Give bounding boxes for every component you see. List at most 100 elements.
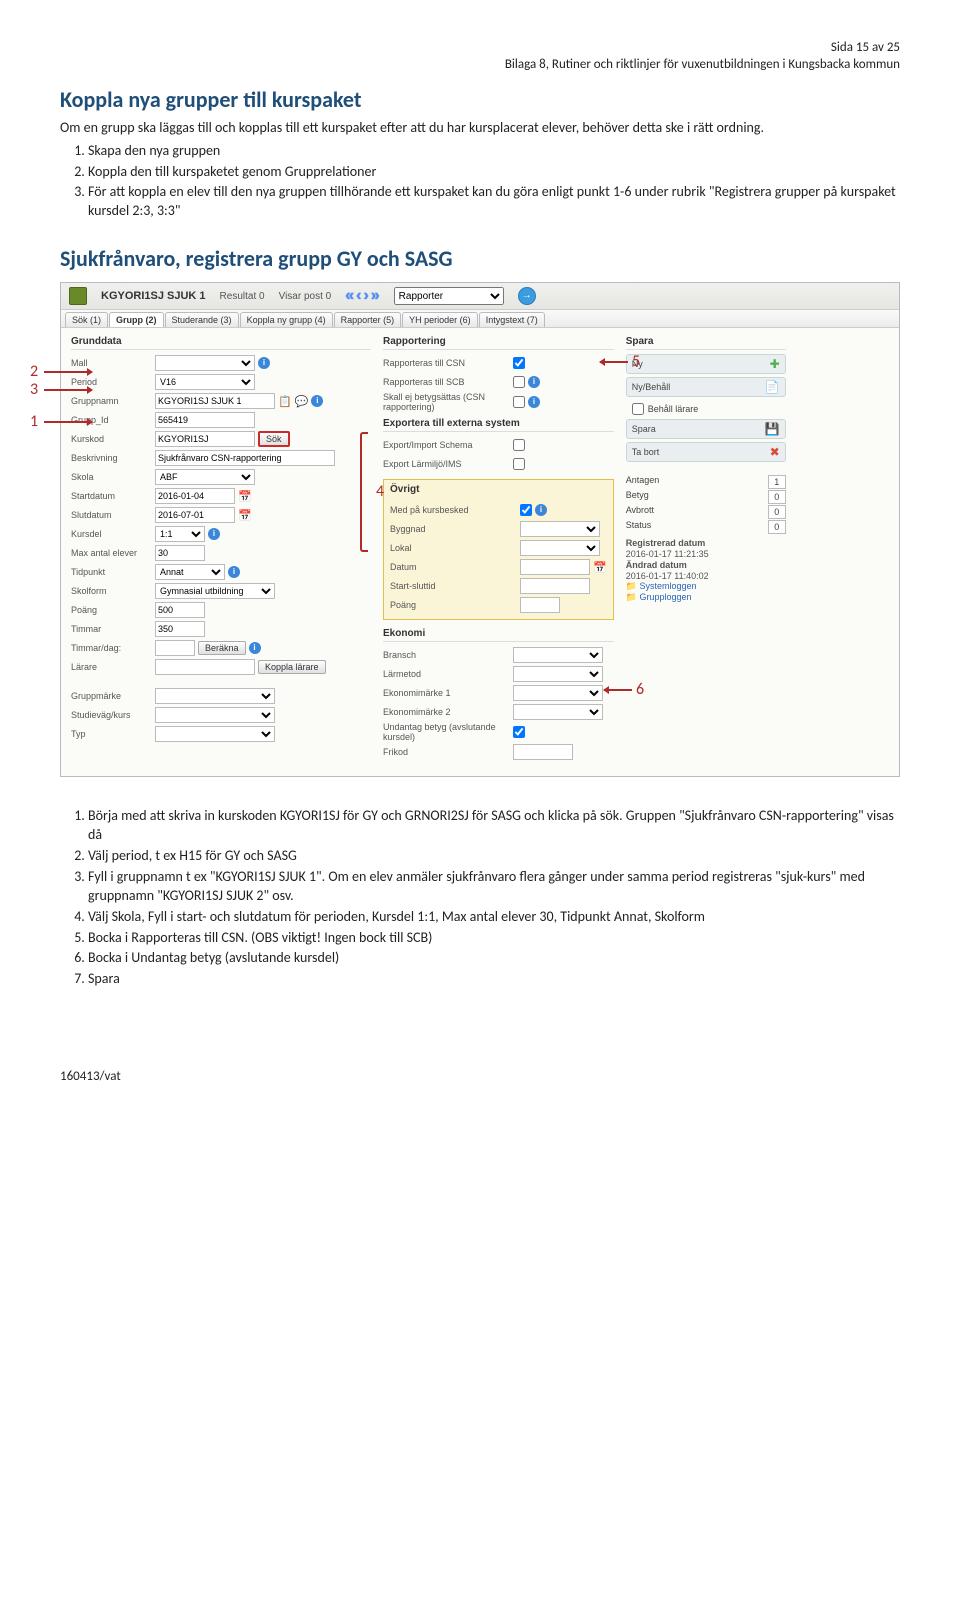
first-icon[interactable]: « <box>345 287 354 305</box>
info-icon[interactable]: i <box>228 566 240 578</box>
note-icon[interactable]: 💬 <box>295 395 309 408</box>
list-item: Bocka i Rapporteras till CSN. (OBS vikti… <box>88 929 900 948</box>
byg-label: Byggnad <box>390 524 520 534</box>
tab[interactable]: Koppla ny grupp (4) <box>240 312 333 327</box>
rapp-heading: Rapportering <box>383 336 614 350</box>
lok-select[interactable] <box>520 540 600 556</box>
calendar-icon[interactable]: 📅 <box>238 490 252 503</box>
page-number: Sida 15 av 25 <box>60 40 900 57</box>
timdag-input[interactable] <box>155 640 195 656</box>
list-item: Koppla den till kurspaketet genom Gruppr… <box>88 163 900 182</box>
tabort-button[interactable]: Ta bort✖ <box>626 442 786 462</box>
info-icon[interactable]: i <box>535 504 547 516</box>
tab[interactable]: Grupp (2) <box>109 312 164 327</box>
ekm1-select[interactable] <box>513 685 603 701</box>
ekm2-select[interactable] <box>513 704 603 720</box>
larm-select[interactable] <box>513 666 603 682</box>
annot-3: 3 <box>30 380 38 399</box>
koppla-larare-button[interactable]: Koppla lärare <box>258 660 326 674</box>
tab[interactable]: Intygstext (7) <box>479 312 545 327</box>
poang2-input[interactable] <box>520 597 560 613</box>
gruppnamn-label: Gruppnamn <box>71 396 155 406</box>
behall-checkbox[interactable] <box>632 403 644 415</box>
tab[interactable]: Studerande (3) <box>165 312 239 327</box>
ssl-input[interactable] <box>520 578 590 594</box>
arrow-1 <box>44 421 92 423</box>
slut-input[interactable] <box>155 507 235 523</box>
go-button[interactable]: → <box>518 287 536 305</box>
grunddata-heading: Grunddata <box>71 336 371 350</box>
prev-icon[interactable]: ‹ <box>356 287 361 305</box>
grpm-label: Gruppmärke <box>71 691 155 701</box>
info-icon[interactable]: i <box>528 396 540 408</box>
pager-arrows[interactable]: « ‹ › » <box>345 287 379 305</box>
tidp-select[interactable]: Annat <box>155 564 225 580</box>
typ-select[interactable] <box>155 726 275 742</box>
skolf-label: Skolform <box>71 586 155 596</box>
period-select[interactable]: V16 <box>155 374 255 390</box>
ordered-list-1: Skapa den nya gruppen Koppla den till kur… <box>60 142 900 222</box>
und-checkbox[interactable] <box>513 726 525 738</box>
grpm-select[interactable] <box>155 688 275 704</box>
ext-heading: Exportera till externa system <box>383 418 614 432</box>
berakna-button[interactable]: Beräkna <box>198 641 246 655</box>
ant-label: Antagen <box>626 475 660 489</box>
nybehall-button[interactable]: Ny/Behåll📄 <box>626 377 786 397</box>
kursdel-select[interactable]: 1:1 <box>155 526 205 542</box>
list-item: Skapa den nya gruppen <box>88 142 900 161</box>
skall-checkbox[interactable] <box>513 396 525 408</box>
byg-select[interactable] <box>520 521 600 537</box>
beskr-label: Beskrivning <box>71 453 155 463</box>
skola-select[interactable]: ABF <box>155 469 255 485</box>
bransch-select[interactable] <box>513 647 603 663</box>
dat-input[interactable] <box>520 559 590 575</box>
skolf-select[interactable]: Gymnasial utbildning <box>155 583 275 599</box>
tab[interactable]: Sök (1) <box>65 312 108 327</box>
info-icon[interactable]: i <box>208 528 220 540</box>
beskr-input[interactable] <box>155 450 335 466</box>
ny-button[interactable]: Ny✚ <box>626 354 786 374</box>
result-count: Resultat 0 <box>220 291 265 302</box>
scb-checkbox[interactable] <box>513 376 525 388</box>
next-icon[interactable]: › <box>363 287 368 305</box>
heading-koppla: Koppla nya grupper till kurspaket <box>60 86 900 113</box>
ordered-list-2: Börja med att skriva in kurskoden KGYORI… <box>60 807 900 989</box>
rapporter-select[interactable]: Rapporter <box>394 287 504 305</box>
sok-button[interactable]: Sök <box>258 431 290 447</box>
studie-select[interactable] <box>155 707 275 723</box>
list-item: Spara <box>88 970 900 989</box>
slut-label: Slutdatum <box>71 510 155 520</box>
tab[interactable]: Rapporter (5) <box>334 312 402 327</box>
poang-input[interactable] <box>155 602 205 618</box>
calendar-icon[interactable]: 📅 <box>238 509 252 522</box>
mall-select[interactable] <box>155 355 255 371</box>
ovrigt-heading: Övrigt <box>390 484 607 497</box>
spara-button[interactable]: Spara💾 <box>626 419 786 439</box>
info-icon[interactable]: i <box>258 357 270 369</box>
timmar-input[interactable] <box>155 621 205 637</box>
med-checkbox[interactable] <box>520 504 532 516</box>
gruppid-input[interactable] <box>155 412 255 428</box>
larare-input[interactable] <box>155 659 255 675</box>
gruppnamn-input[interactable] <box>155 393 275 409</box>
fri-input[interactable] <box>513 744 573 760</box>
info-icon[interactable]: i <box>311 395 323 407</box>
last-icon[interactable]: » <box>371 287 380 305</box>
copy-icon[interactable]: 📋 <box>278 395 292 408</box>
calendar-icon[interactable]: 📅 <box>593 561 607 574</box>
kurskod-input[interactable] <box>155 431 255 447</box>
tab[interactable]: YH perioder (6) <box>402 312 478 327</box>
copy-icon: 📄 <box>765 380 780 394</box>
max-input[interactable] <box>155 545 205 561</box>
info-icon[interactable]: i <box>249 642 261 654</box>
exp1-checkbox[interactable] <box>513 439 525 451</box>
systemloggen-link[interactable]: Systemloggen <box>639 581 696 591</box>
grupploggen-link[interactable]: Grupploggen <box>639 592 691 602</box>
csn-checkbox[interactable] <box>513 357 525 369</box>
ssl-label: Start-sluttid <box>390 581 520 591</box>
lok-label: Lokal <box>390 543 520 553</box>
exp2-checkbox[interactable] <box>513 458 525 470</box>
visar-post: Visar post 0 <box>279 291 332 302</box>
start-input[interactable] <box>155 488 235 504</box>
info-icon[interactable]: i <box>528 376 540 388</box>
